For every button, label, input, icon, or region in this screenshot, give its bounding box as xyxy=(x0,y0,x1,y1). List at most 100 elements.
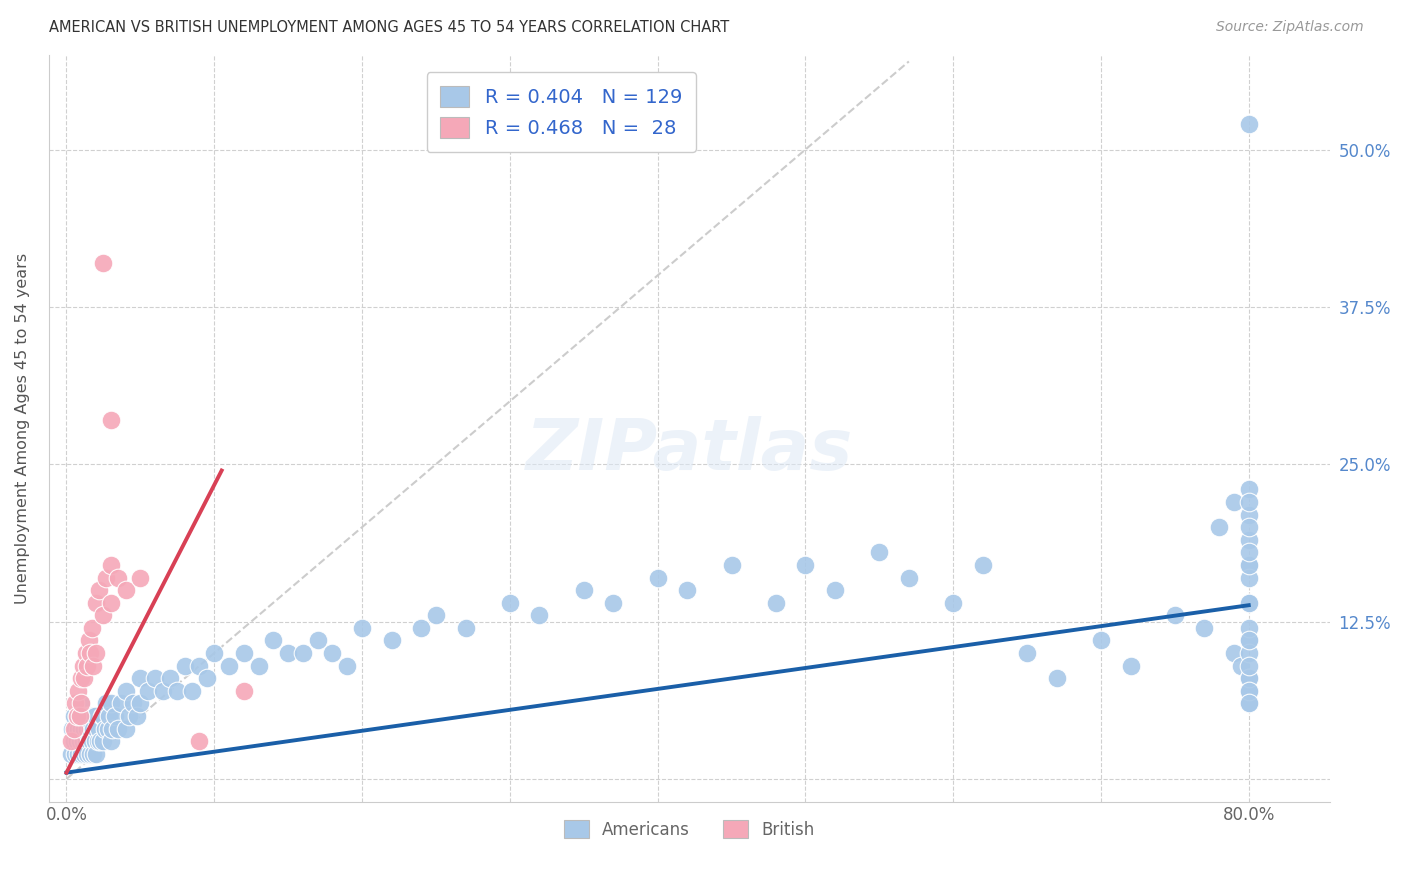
Point xyxy=(65,747,87,761)
Point xyxy=(1237,683,1260,698)
Point xyxy=(1237,646,1260,660)
Point xyxy=(101,722,124,736)
Point xyxy=(70,671,93,685)
Point xyxy=(181,683,204,698)
Point xyxy=(107,570,129,584)
Point xyxy=(84,596,107,610)
Point xyxy=(80,621,103,635)
Point xyxy=(63,709,86,723)
Point xyxy=(66,709,89,723)
Point xyxy=(647,570,669,584)
Point xyxy=(70,697,93,711)
Point xyxy=(1237,658,1260,673)
Point xyxy=(1208,520,1230,534)
Point xyxy=(76,747,98,761)
Text: Source: ZipAtlas.com: Source: ZipAtlas.com xyxy=(1216,20,1364,34)
Point xyxy=(70,722,93,736)
Point xyxy=(79,747,101,761)
Point xyxy=(1237,633,1260,648)
Point xyxy=(76,722,98,736)
Point xyxy=(100,596,122,610)
Point xyxy=(188,658,211,673)
Point xyxy=(98,709,121,723)
Point xyxy=(80,709,103,723)
Point xyxy=(84,646,107,660)
Text: AMERICAN VS BRITISH UNEMPLOYMENT AMONG AGES 45 TO 54 YEARS CORRELATION CHART: AMERICAN VS BRITISH UNEMPLOYMENT AMONG A… xyxy=(49,20,730,35)
Point xyxy=(572,583,595,598)
Point xyxy=(114,683,136,698)
Point xyxy=(1237,683,1260,698)
Point xyxy=(218,658,240,673)
Point xyxy=(93,608,115,623)
Point xyxy=(93,709,115,723)
Point xyxy=(91,709,114,723)
Point xyxy=(79,722,101,736)
Point xyxy=(100,558,122,572)
Point xyxy=(1237,558,1260,572)
Point xyxy=(87,583,110,598)
Point xyxy=(765,596,787,610)
Point xyxy=(100,413,122,427)
Point xyxy=(82,747,104,761)
Point xyxy=(67,747,90,761)
Point xyxy=(66,709,89,723)
Point xyxy=(72,734,94,748)
Point xyxy=(1090,633,1112,648)
Point xyxy=(107,722,129,736)
Point xyxy=(1237,495,1260,509)
Point xyxy=(82,722,104,736)
Point xyxy=(1119,658,1142,673)
Point xyxy=(143,671,166,685)
Point xyxy=(93,734,115,748)
Point xyxy=(69,697,91,711)
Point xyxy=(1223,646,1246,660)
Point xyxy=(454,621,477,635)
Point xyxy=(352,621,374,635)
Point xyxy=(63,734,86,748)
Point xyxy=(86,734,108,748)
Point xyxy=(65,722,87,736)
Point xyxy=(602,596,624,610)
Point xyxy=(321,646,343,660)
Point xyxy=(794,558,817,572)
Point xyxy=(232,646,254,660)
Point xyxy=(87,722,110,736)
Point xyxy=(63,722,86,736)
Point xyxy=(277,646,299,660)
Point xyxy=(411,621,433,635)
Point xyxy=(82,658,104,673)
Point xyxy=(127,709,149,723)
Point xyxy=(122,697,145,711)
Point xyxy=(381,633,404,648)
Point xyxy=(84,722,107,736)
Point xyxy=(114,583,136,598)
Point xyxy=(60,722,83,736)
Point xyxy=(336,658,359,673)
Point xyxy=(75,646,97,660)
Point xyxy=(1164,608,1187,623)
Point xyxy=(195,671,218,685)
Point xyxy=(499,596,522,610)
Point xyxy=(129,697,152,711)
Point xyxy=(93,256,115,270)
Point xyxy=(67,722,90,736)
Point xyxy=(1237,596,1260,610)
Point xyxy=(80,734,103,748)
Point xyxy=(75,709,97,723)
Point xyxy=(65,697,87,711)
Point xyxy=(159,671,181,685)
Point xyxy=(77,633,100,648)
Point xyxy=(166,683,188,698)
Point xyxy=(100,734,122,748)
Point xyxy=(117,709,139,723)
Point xyxy=(67,683,90,698)
Point xyxy=(79,646,101,660)
Point xyxy=(307,633,329,648)
Point xyxy=(529,608,551,623)
Point xyxy=(83,734,105,748)
Point xyxy=(77,709,100,723)
Point xyxy=(232,683,254,698)
Point xyxy=(70,697,93,711)
Point xyxy=(1046,671,1069,685)
Point xyxy=(202,646,225,660)
